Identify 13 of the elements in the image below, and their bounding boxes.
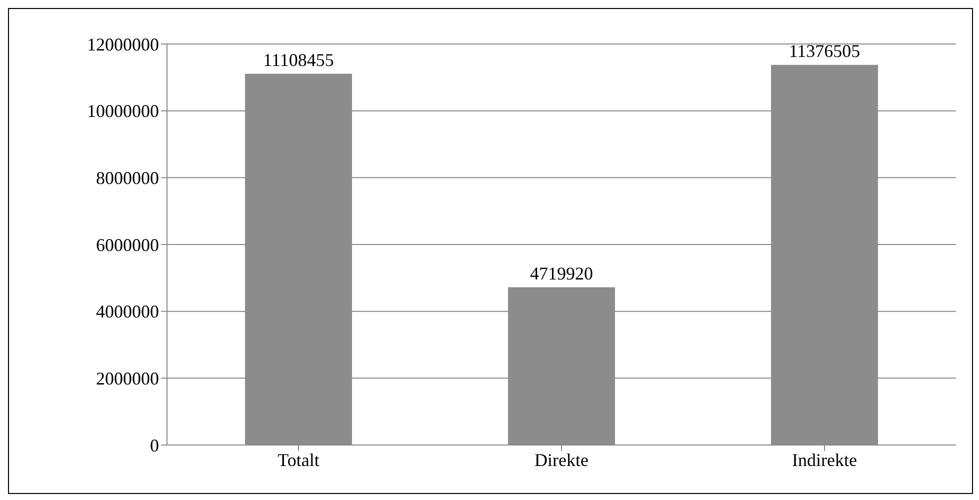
y-tick-label: 4000000 <box>96 302 159 322</box>
x-tick-label: Direkte <box>534 450 588 470</box>
y-tick-label: 8000000 <box>96 168 159 188</box>
x-tick-label: Totalt <box>278 450 320 470</box>
data-label: 4719920 <box>530 263 593 284</box>
y-tick-label: 10000000 <box>87 101 159 122</box>
y-tick-label: 12000000 <box>87 34 159 54</box>
y-tick-label: 0 <box>150 435 159 456</box>
y-tick-label: 6000000 <box>96 234 159 255</box>
data-label: 11108455 <box>263 50 334 70</box>
x-tick-label: Indirekte <box>792 450 857 470</box>
y-tick-label: 2000000 <box>96 368 159 389</box>
data-label: 11376505 <box>788 40 860 61</box>
